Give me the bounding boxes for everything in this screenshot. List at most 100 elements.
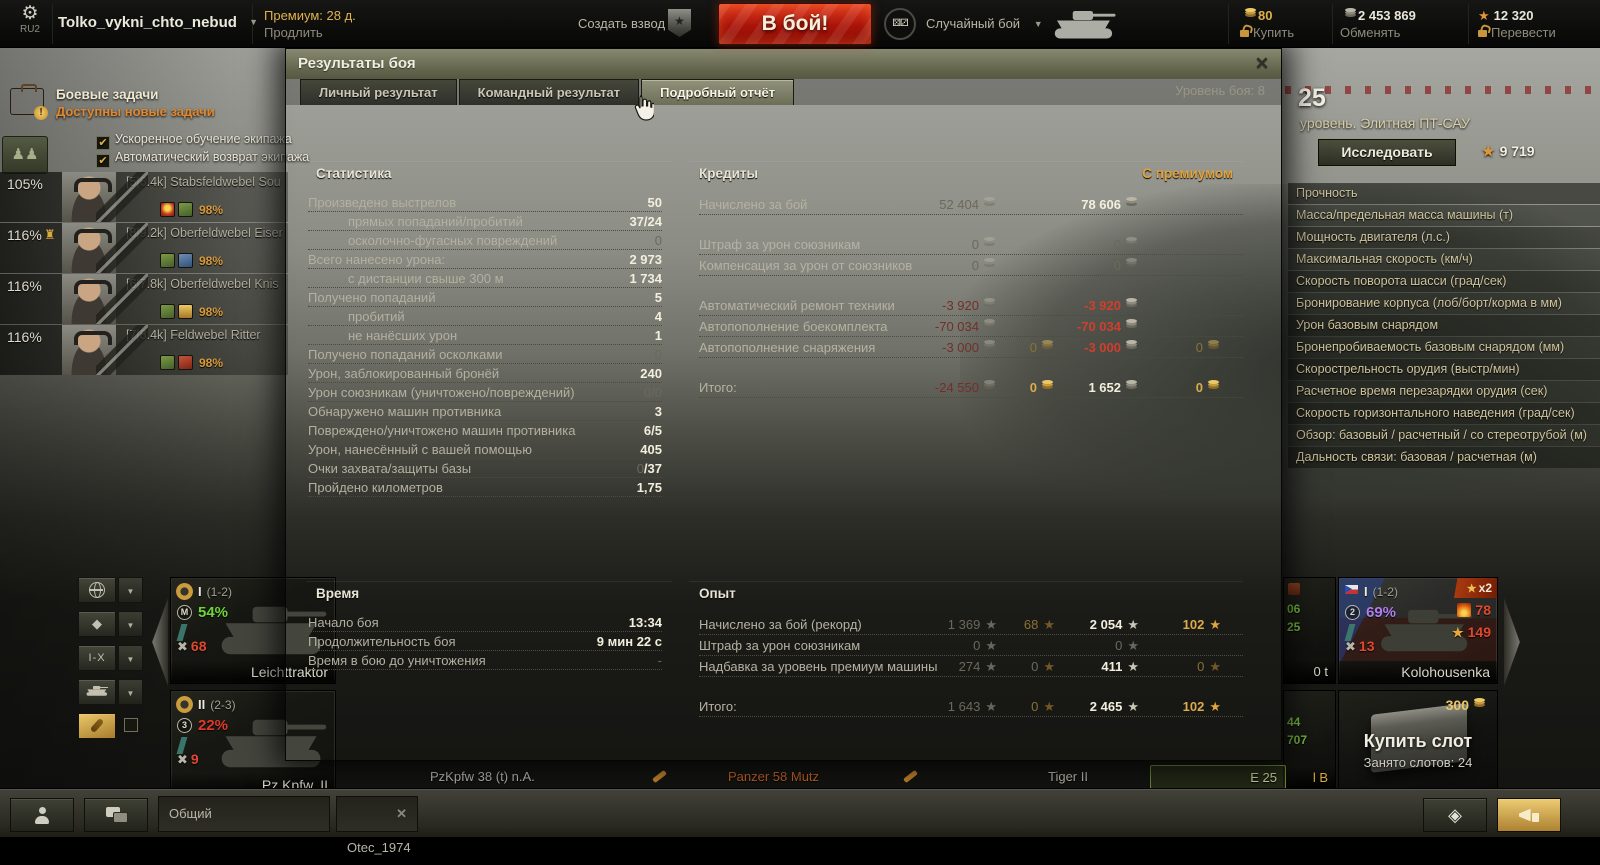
settings-button[interactable]: ⚙ RU2 — [10, 4, 50, 36]
battle-type-select[interactable]: Случайный бой ▼ — [926, 16, 1043, 31]
tab-личный-результат[interactable]: Личный результат — [300, 79, 457, 105]
megaphone-icon — [1531, 812, 1539, 822]
money-value: 0 ★ — [1031, 699, 1055, 714]
stat-value: 1 — [654, 328, 662, 343]
tank-card[interactable]: I (1-2) M 54% ✖ 68 Leichttraktor — [170, 577, 336, 684]
gold-icon — [1474, 698, 1485, 702]
tab-подробный-отчёт[interactable]: Подробный отчёт — [641, 79, 795, 105]
tank-card-partial[interactable]: 06 25 0 t — [1283, 577, 1336, 684]
repair-wrench-icon[interactable] — [652, 769, 667, 784]
specs-list: Прочность Масса/предельная масса машины (… — [1288, 183, 1600, 468]
tier-filter-dropdown[interactable]: ▼ — [118, 645, 143, 671]
platoon-shield-icon[interactable]: ★ — [668, 9, 691, 37]
money-row: Автоматический ремонт техники -3 920 -3 92… — [699, 296, 1243, 316]
announcements-button[interactable] — [1497, 798, 1561, 832]
bulb-skill-icon — [160, 202, 175, 217]
research-button[interactable]: Исследовать — [1318, 139, 1456, 166]
stat-label: Пройдено километров — [308, 480, 443, 495]
mastery-badge: 3 — [177, 718, 192, 733]
money-value: -70 034 — [1009, 317, 1139, 336]
channel-tab-general[interactable]: Общий — [158, 796, 330, 832]
money-row: Начислено за бой 52 404 78 606 — [699, 195, 1243, 215]
tank-card-partial[interactable]: 44 707 l B — [1283, 690, 1336, 790]
stat-value: 50 — [647, 195, 662, 210]
carousel-card-name[interactable]: PzKpfw 38 (t) n.A. — [430, 769, 535, 784]
crew-member[interactable]: 116% [7|8.4k] Feldwebel Ritter 98% — [0, 325, 288, 375]
tank-card-kolohousenka[interactable]: I (1-2) ★ x2 2 69% 78 ★ 149 ✖ 13 Kolohousenk… — [1338, 577, 1498, 684]
chevron-down-icon: ▼ — [126, 689, 135, 698]
freexp-value: 12 320 — [1493, 8, 1534, 23]
close-icon[interactable]: ✕ — [1254, 54, 1270, 73]
credits-exchange-link[interactable]: Обменять — [1340, 25, 1401, 40]
freexp-convert-link[interactable]: Перевести — [1491, 25, 1556, 40]
type-filter-dropdown[interactable]: ▼ — [118, 679, 143, 705]
player-menu[interactable]: Tolko_vykni_chto_nebud ▼ — [58, 14, 258, 31]
slot-price: 300 — [1446, 697, 1487, 713]
channel-tab-private[interactable]: ✕ Otec_1974 — [336, 796, 418, 855]
stat-value: 13:34 — [628, 615, 662, 630]
gold-buy-link[interactable]: Купить — [1253, 25, 1295, 40]
checkbox-label: Ускоренное обучение экипажа — [115, 132, 292, 146]
dialog-title: Результаты боя ✕ — [286, 49, 1281, 79]
clan-button[interactable]: ◈ — [1423, 798, 1487, 832]
class-diamond-icon: ◆ — [92, 616, 102, 631]
close-icon[interactable]: ✕ — [396, 806, 407, 821]
battle-tier-range: (1-2) — [206, 585, 232, 599]
carousel-card-name[interactable]: E 25 — [1150, 765, 1286, 789]
money-value: 0 — [925, 338, 1055, 357]
crew-member[interactable]: 116% [6|7.8k] Oberfeldwebel Knis 98% — [0, 274, 288, 324]
credits-currency[interactable]: 2 453 869 Обменять — [1340, 7, 1416, 41]
gold-value: 80 — [1258, 8, 1273, 23]
buy-slot-title: Купить слот — [1363, 731, 1473, 751]
missions-new-link[interactable]: Доступны новые задачи — [56, 104, 215, 119]
star-stat: 149 — [1467, 624, 1491, 640]
crew-skill-percent: 98% — [199, 202, 224, 217]
stat-label: прямых попаданий/пробитий — [348, 214, 523, 229]
battles-count: 13 — [1358, 638, 1375, 654]
nation-filter-dropdown[interactable]: ▼ — [118, 577, 143, 603]
carousel-card-name[interactable]: Panzer 58 Mutz — [728, 769, 820, 784]
premium-prolong-link[interactable]: Продлить — [264, 25, 323, 40]
tab-командный-результат[interactable]: Командный результат — [458, 79, 640, 105]
class-filter-dropdown[interactable]: ▼ — [118, 611, 143, 637]
money-label: Начислено за бой (рекорд) — [699, 617, 862, 632]
battles-icon: ✖ — [1345, 639, 1356, 654]
stat-label: Урон, заблокированный бронёй — [308, 366, 500, 381]
gold-ammo-filter[interactable] — [78, 713, 116, 739]
carousel-card-name[interactable]: Tiger II — [1048, 769, 1088, 784]
create-platoon-button[interactable]: Создать взвод — [578, 16, 666, 31]
tankg-skill-icon — [160, 304, 175, 319]
accelerated-training-checkbox[interactable]: ✔ Ускоренное обучение экипажа — [96, 132, 292, 150]
freexp-currency[interactable]: ★ 12 320 Перевести — [1478, 7, 1556, 41]
repair-wrench-icon[interactable] — [903, 769, 918, 784]
crew-member[interactable]: 105% [5|6.4k] Stabsfeldwebel Sou 98% — [0, 172, 288, 222]
battle-tier-range: (2-3) — [210, 698, 236, 712]
battle-button[interactable]: В бой! — [718, 3, 872, 45]
spec-row: Бронепробиваемость базовым снарядом (мм) — [1288, 337, 1600, 358]
stat-row: Получено попаданий 5 — [308, 289, 662, 307]
type-filter[interactable] — [78, 679, 116, 705]
stat-number: 44 — [1287, 715, 1301, 729]
gold-currency[interactable]: 80 Купить — [1240, 7, 1294, 41]
auto-return-crew-checkbox[interactable]: ✔ Автоматический возврат экипажа — [96, 150, 309, 168]
tank-xp: ★ 9 719 — [1482, 143, 1535, 159]
barracks-icon[interactable]: ♟♟ — [2, 136, 48, 174]
credits-rows: Начислено за бой 52 404 78 606 Штраф за уро… — [689, 185, 1243, 398]
money-value: -70 034 — [867, 317, 997, 336]
xp-star-icon: ★ — [1209, 617, 1221, 632]
battle-type-icon[interactable]: ⚄⚂ — [884, 8, 916, 40]
contacts-button[interactable] — [10, 798, 74, 832]
tier-filter[interactable]: I-X — [78, 645, 116, 671]
gold-ammo-checkbox[interactable] — [124, 718, 138, 732]
missions-icon[interactable] — [10, 84, 44, 115]
crew-member[interactable]: 116% ♜ [8|9.2k] Oberfeldwebel Eiser 98% — [0, 223, 288, 273]
money-value: 0 ★ — [973, 638, 997, 653]
xp-star-icon: ★ — [985, 638, 997, 653]
tank-info-panel: 25 уровень. Элитная ПТ-САУ Исследовать ★… — [1288, 84, 1600, 469]
chat-button[interactable] — [84, 798, 148, 832]
class-filter[interactable]: ◆ — [78, 611, 116, 637]
nation-filter[interactable] — [78, 577, 116, 603]
stat-row: осколочно-фугасных повреждений 0 — [308, 232, 662, 250]
gold-icon — [1042, 340, 1053, 344]
chevron-down-icon: ▼ — [126, 587, 135, 596]
